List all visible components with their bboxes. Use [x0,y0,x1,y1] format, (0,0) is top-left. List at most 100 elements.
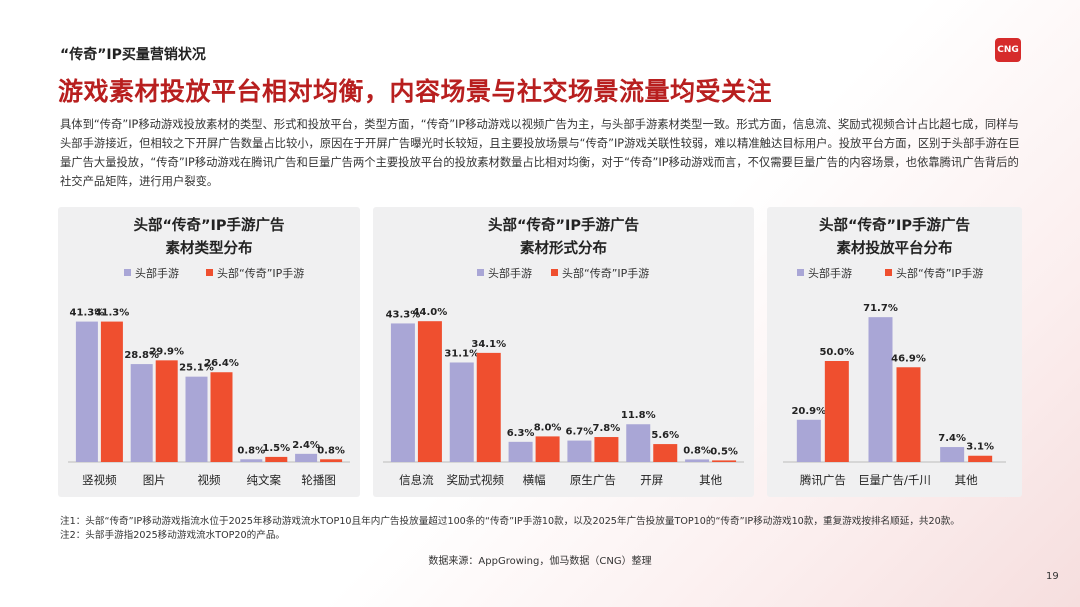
data-label: 3.1% [966,442,994,453]
bar [653,444,678,462]
bar [508,441,533,462]
data-label: 5.6% [651,430,679,441]
category-label: 腾讯广告 [800,473,846,487]
data-label: 6.7% [566,427,594,438]
data-label: 71.7% [863,303,898,314]
bar [594,437,619,462]
data-label: 7.8% [593,423,621,434]
intro-paragraph: 具体到“传奇”IP移动游戏投放素材的类型、形式和投放平台，类型方面，“传奇”IP… [60,118,1020,188]
bar [796,419,821,462]
data-label: 0.8% [237,445,265,456]
data-label: 25.1% [179,363,214,374]
legend-swatch [551,269,558,276]
chart-title-line2: 素材投放平台分布 [837,239,953,257]
bar [265,456,288,462]
bar [320,459,343,462]
chart-title-line1: 头部“传奇”IP手游广告 [488,216,639,234]
bar [449,362,474,462]
legend-label: 头部手游 [488,266,532,280]
footnote-2: 注2：头部手游指2025移动游戏流水TOP20的产品。 [60,530,286,541]
category-label: 巨量广告/千川 [858,473,931,487]
cng-logo: CNG [995,38,1021,62]
chart-title-line1: 头部“传奇”IP手游广告 [819,216,970,234]
page-title: 游戏素材投放平台相对均衡，内容场景与社交场景流量均受关注 [58,77,773,106]
bar [130,364,153,462]
category-label: 其他 [955,473,978,487]
bar [535,436,560,462]
category-label: 视频 [198,473,221,487]
category-label: 奖励式视频 [447,473,505,487]
data-label: 26.4% [204,358,239,369]
data-label: 0.8% [317,445,345,456]
data-label: 28.8% [124,350,159,361]
bar [685,459,710,462]
bar [567,440,592,462]
page-number: 19 [1046,571,1059,582]
legend-label: 头部手游 [135,266,179,280]
chart-title-line1: 头部“传奇”IP手游广告 [133,216,284,234]
data-label: 8.0% [534,422,562,433]
data-label: 11.8% [621,410,656,421]
bar [824,361,849,462]
data-label: 2.4% [292,440,320,451]
data-label: 50.0% [819,347,854,358]
bar [295,453,318,462]
data-label: 6.3% [507,428,535,439]
bar [75,321,98,462]
data-source: 数据来源：AppGrowing，伽马数据（CNG）整理 [428,556,652,567]
category-label: 开屏 [640,473,663,487]
bar [390,323,415,462]
bar [712,460,737,462]
bar [968,455,993,462]
data-label: 0.8% [683,445,711,456]
legend-label: 头部“传奇”IP手游 [562,266,649,280]
bar [868,317,893,462]
bar [417,321,442,462]
legend-label: 头部“传奇”IP手游 [217,266,304,280]
category-label: 其他 [699,473,722,487]
legend-label: 头部“传奇”IP手游 [896,266,983,280]
chart-panel-format: 头部“传奇”IP手游广告 素材形式分布头部手游 头部“传奇”IP手游 43.3% 44.… [373,207,754,497]
bar [476,352,501,462]
data-label: 41.3% [95,308,130,319]
bar [100,321,123,462]
category-label: 信息流 [399,473,434,487]
bar [210,372,233,462]
data-label: 29.9% [149,346,184,357]
bar [626,424,651,462]
legend-swatch [885,269,892,276]
bar [896,367,921,462]
legend-swatch [797,269,804,276]
category-label: 竖视频 [82,473,117,487]
bar [940,447,965,462]
data-label: 46.9% [891,353,926,364]
data-label: 44.0% [413,307,448,318]
chart-title-line2: 素材类型分布 [166,239,253,257]
chart-panel-platform: 头部“传奇”IP手游广告 素材投放平台分布头部手游 头部“传奇”IP手游 20.9% 5… [767,207,1022,497]
bar [185,376,208,462]
section-label: “传奇”IP买量营销状况 [60,47,206,63]
legend-label: 头部手游 [808,266,852,280]
bar [240,459,263,462]
data-label: 1.5% [262,443,290,454]
legend-swatch [477,269,484,276]
data-label: 43.3% [386,309,421,320]
footnote-1: 注1：头部“传奇”IP移动游戏指流水位于2025年移动游戏流水TOP10且年内广… [60,516,960,527]
category-label: 图片 [143,473,166,487]
chart-panel-type: 头部“传奇”IP手游广告 素材类型分布头部手游 头部“传奇”IP手游 41.3% 41.… [58,207,360,497]
chart-title-line2: 素材形式分布 [520,239,607,257]
data-label: 20.9% [791,406,826,417]
bar [155,360,178,462]
legend-swatch [206,269,213,276]
category-label: 横幅 [523,473,546,487]
data-label: 34.1% [471,339,506,350]
category-label: 原生广告 [570,473,616,487]
data-label: 0.5% [710,446,738,457]
data-label: 7.4% [938,433,966,444]
data-label: 41.3% [70,308,105,319]
legend-swatch [124,269,131,276]
data-label: 31.1% [444,348,479,359]
